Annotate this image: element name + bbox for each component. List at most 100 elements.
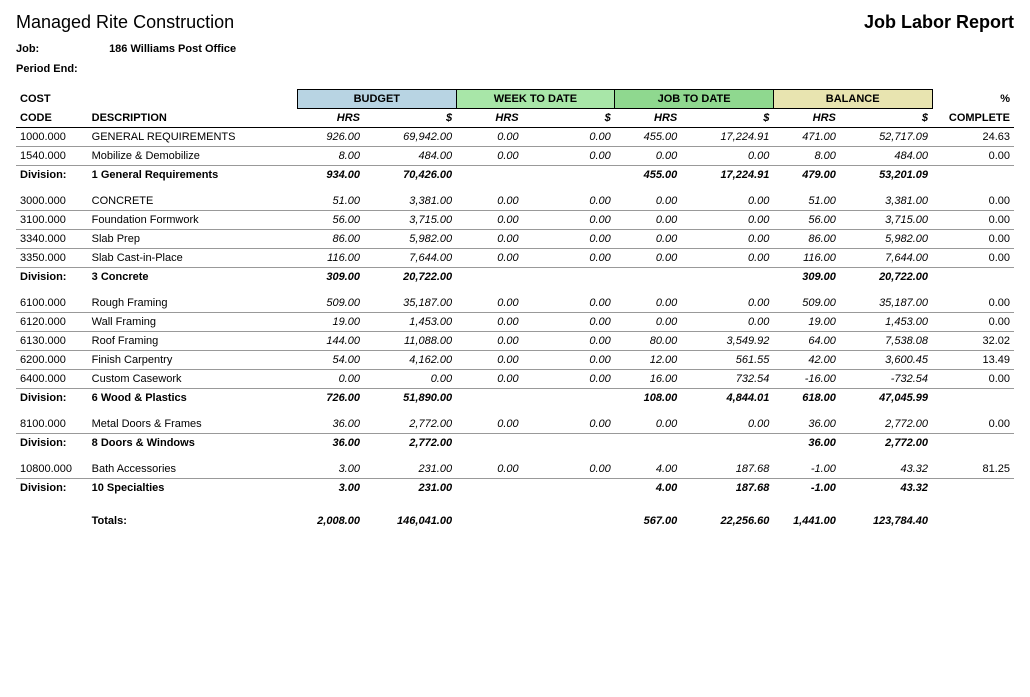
j_amt: 0.00 <box>681 294 773 313</box>
j_hrs: 0.00 <box>615 249 682 268</box>
j_amt: 3,549.92 <box>681 332 773 351</box>
b_amt: 231.00 <box>364 479 456 498</box>
division-row: Division:10 Specialties3.00231.004.00187… <box>16 479 1014 498</box>
bal_amt: 2,772.00 <box>840 434 932 453</box>
j_amt: 17,224.91 <box>681 166 773 185</box>
period-end-label: Period End: <box>16 63 106 75</box>
w_amt <box>523 434 615 453</box>
w_amt <box>523 268 615 287</box>
j_amt: 187.68 <box>681 460 773 479</box>
bal_hrs: 509.00 <box>773 294 840 313</box>
description: GENERAL REQUIREMENTS <box>88 128 298 147</box>
table-row: 3000.000CONCRETE51.003,381.000.000.000.0… <box>16 192 1014 211</box>
description: CONCRETE <box>88 192 298 211</box>
j_hrs: 0.00 <box>615 313 682 332</box>
code-header: CODE <box>16 109 88 128</box>
cost-code: 3340.000 <box>16 230 88 249</box>
j_amt: 0.00 <box>681 211 773 230</box>
w_amt <box>523 479 615 498</box>
j_hrs: 0.00 <box>615 147 682 166</box>
w_amt: 0.00 <box>523 230 615 249</box>
j_hrs <box>615 268 682 287</box>
w_amt <box>523 166 615 185</box>
table-row: 6130.000Roof Framing144.0011,088.000.000… <box>16 332 1014 351</box>
j_amt: 0.00 <box>681 313 773 332</box>
w_amt: 0.00 <box>523 351 615 370</box>
bal_amt: 3,600.45 <box>840 351 932 370</box>
w_hrs: 0.00 <box>456 313 523 332</box>
bal_amt: 2,772.00 <box>840 415 932 434</box>
bal_hrs: 116.00 <box>773 249 840 268</box>
bal_hrs: 479.00 <box>773 166 840 185</box>
bal_hrs: 86.00 <box>773 230 840 249</box>
table-row: 6100.000Rough Framing509.0035,187.000.00… <box>16 294 1014 313</box>
table-row: 1000.000GENERAL REQUIREMENTS926.0069,942… <box>16 128 1014 147</box>
bal_amt: 5,982.00 <box>840 230 932 249</box>
division-row: Division:6 Wood & Plastics726.0051,890.0… <box>16 389 1014 408</box>
b_amt: 484.00 <box>364 147 456 166</box>
w_hrs: 0.00 <box>456 147 523 166</box>
b_hrs: 144.00 <box>297 332 364 351</box>
j_hrs: 455.00 <box>615 166 682 185</box>
cost-code: 3000.000 <box>16 192 88 211</box>
job-header: JOB TO DATE <box>615 90 774 109</box>
division-name: 6 Wood & Plastics <box>88 389 298 408</box>
w_hrs <box>456 166 523 185</box>
w_hrs: 0.00 <box>456 415 523 434</box>
b_hrs: 116.00 <box>297 249 364 268</box>
b_hrs: 0.00 <box>297 370 364 389</box>
pct-complete: 0.00 <box>932 230 1014 249</box>
b_hrs: 86.00 <box>297 230 364 249</box>
week-amt-header: $ <box>523 109 615 128</box>
totals-row: Totals:2,008.00146,041.00567.0022,256.60… <box>16 497 1014 530</box>
j_hrs: 0.00 <box>615 211 682 230</box>
w_amt: 0.00 <box>523 249 615 268</box>
j_hrs <box>615 434 682 453</box>
cost-code: 6400.000 <box>16 370 88 389</box>
job-hrs-header: HRS <box>615 109 682 128</box>
b_amt: 51,890.00 <box>364 389 456 408</box>
w_hrs <box>456 268 523 287</box>
w_hrs: 0.00 <box>456 192 523 211</box>
w_hrs: 0.00 <box>456 249 523 268</box>
division-label: Division: <box>16 166 88 185</box>
week-header: WEEK TO DATE <box>456 90 615 109</box>
b_hrs: 934.00 <box>297 166 364 185</box>
pct-complete <box>932 497 1014 530</box>
b_amt: 4,162.00 <box>364 351 456 370</box>
balance-header: BALANCE <box>773 90 932 109</box>
bal_hrs: 56.00 <box>773 211 840 230</box>
table-row: 3350.000Slab Cast-in-Place116.007,644.00… <box>16 249 1014 268</box>
description: Custom Casework <box>88 370 298 389</box>
b_hrs: 51.00 <box>297 192 364 211</box>
division-label: Division: <box>16 479 88 498</box>
totals-label: Totals: <box>88 497 298 530</box>
table-row: 1540.000Mobilize & Demobilize8.00484.000… <box>16 147 1014 166</box>
w_hrs: 0.00 <box>456 294 523 313</box>
b_amt: 231.00 <box>364 460 456 479</box>
division-row: Division:8 Doors & Windows36.002,772.003… <box>16 434 1014 453</box>
b_amt: 1,453.00 <box>364 313 456 332</box>
pct-complete: 13.49 <box>932 351 1014 370</box>
b_amt: 2,772.00 <box>364 434 456 453</box>
week-hrs-header: HRS <box>456 109 523 128</box>
b_hrs: 726.00 <box>297 389 364 408</box>
table-row: 6200.000Finish Carpentry54.004,162.000.0… <box>16 351 1014 370</box>
b_hrs: 3.00 <box>297 479 364 498</box>
job-amt-header: $ <box>681 109 773 128</box>
bal_amt: 3,381.00 <box>840 192 932 211</box>
b_amt: 5,982.00 <box>364 230 456 249</box>
j_amt: 187.68 <box>681 479 773 498</box>
division-label: Division: <box>16 268 88 287</box>
bal_hrs: 1,441.00 <box>773 497 840 530</box>
description: Finish Carpentry <box>88 351 298 370</box>
pct-complete: 0.00 <box>932 415 1014 434</box>
pct-complete <box>932 268 1014 287</box>
table-row: 3100.000Foundation Formwork56.003,715.00… <box>16 211 1014 230</box>
labor-table: COST BUDGET WEEK TO DATE JOB TO DATE BAL… <box>16 89 1014 530</box>
description: Slab Prep <box>88 230 298 249</box>
j_hrs: 567.00 <box>615 497 682 530</box>
bal_hrs: 471.00 <box>773 128 840 147</box>
j_hrs: 0.00 <box>615 230 682 249</box>
bal_hrs: 309.00 <box>773 268 840 287</box>
